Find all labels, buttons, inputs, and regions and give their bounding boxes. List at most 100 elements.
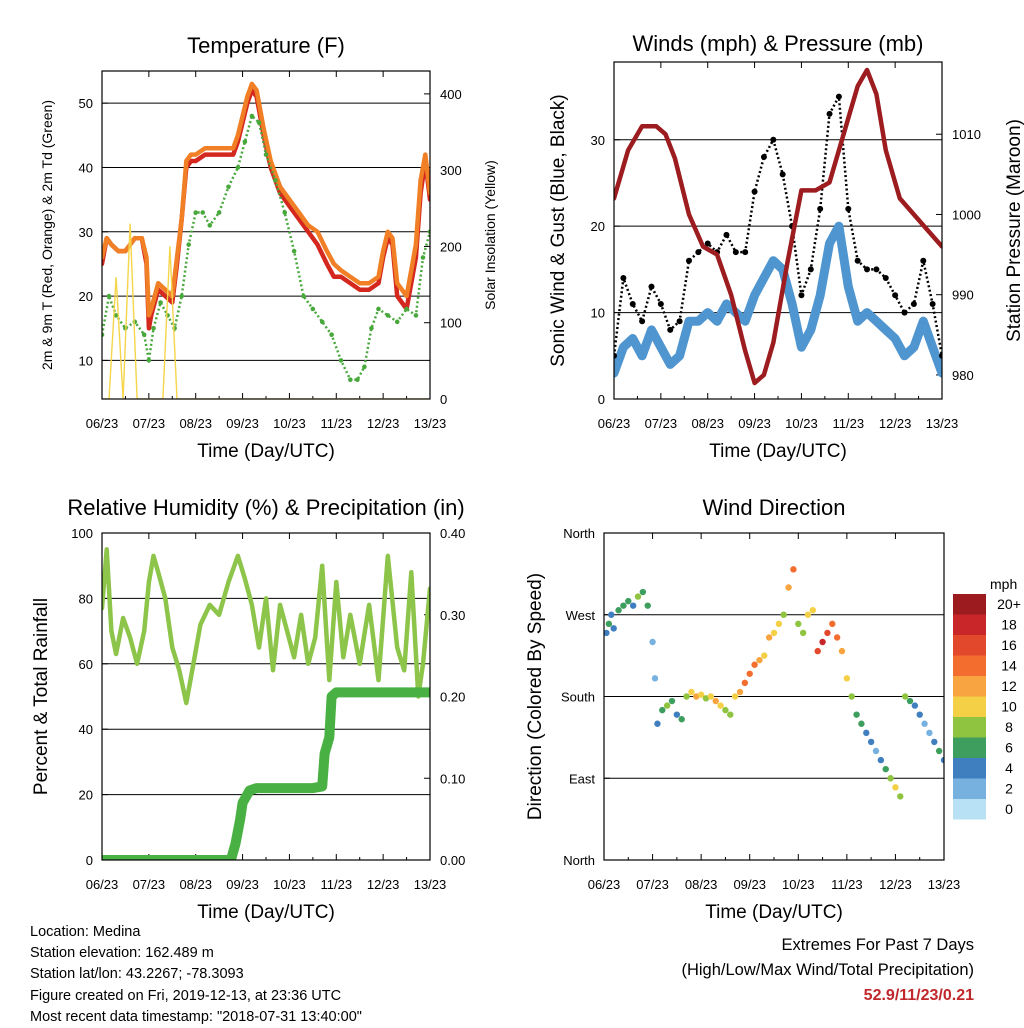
series-sonic-wind-point xyxy=(658,344,664,350)
series-2m-td-point xyxy=(404,306,409,312)
x-tick-label: 07/23 xyxy=(645,416,678,431)
location-text: Location: Medina xyxy=(30,924,141,940)
colorbar-label: 14 xyxy=(1001,658,1017,674)
series-gust-point xyxy=(845,205,852,212)
series-station-pressure xyxy=(614,67,942,386)
x-tick-label: 10/23 xyxy=(785,416,818,431)
y-tick-label: 40 xyxy=(79,160,93,175)
colorbar-label: 12 xyxy=(1001,678,1017,694)
y-tick-label: 20 xyxy=(591,219,605,234)
wind-point xyxy=(678,716,685,723)
series-gust-point xyxy=(676,318,683,325)
series-2m-td-point xyxy=(369,325,374,331)
x-tick-label: 12/23 xyxy=(879,416,912,431)
series-sonic-wind-point xyxy=(892,336,898,342)
series-2m-td-point xyxy=(256,120,262,125)
wind-point xyxy=(804,611,812,618)
series-sonic-wind-point xyxy=(648,327,654,333)
series-2m-td-point xyxy=(348,377,353,383)
series-sonic-wind-point xyxy=(817,292,823,298)
y-axis-label: Direction (Colored By Speed) xyxy=(525,573,546,820)
colorbar-label: 16 xyxy=(1001,637,1017,653)
series-gust-point xyxy=(798,292,805,299)
chart-title: Winds (mph) & Pressure (mb) xyxy=(633,31,924,56)
series-sonic-wind-point xyxy=(902,353,908,359)
y-tick-right-label: 1000 xyxy=(952,207,981,222)
wind-point xyxy=(838,647,846,655)
x-tick-label: 07/23 xyxy=(133,416,166,431)
series-2m-td-point xyxy=(310,306,316,312)
x-tick-label: 12/23 xyxy=(367,877,400,892)
y-tick-label: 0 xyxy=(598,392,605,407)
series-sonic-wind-point xyxy=(920,318,926,324)
wind-point xyxy=(688,688,695,696)
series-2m-td-point xyxy=(301,293,306,299)
wind-point xyxy=(673,711,681,718)
y-tick-label: 10 xyxy=(79,353,93,368)
wind-point xyxy=(770,629,778,637)
y-tick-right-label: 0.40 xyxy=(440,526,465,541)
x-tick-label: 09/23 xyxy=(738,416,771,431)
y-tick-right-label: 0 xyxy=(440,392,447,407)
wind-point xyxy=(926,729,933,737)
colorbar-swatch xyxy=(953,655,986,676)
y-tick-right-label: 0.00 xyxy=(440,853,465,868)
wind-point xyxy=(639,588,647,596)
y-axis-label: Percent & Total Rainfall xyxy=(31,598,52,795)
wind-point xyxy=(651,675,659,682)
series-gust-point xyxy=(882,275,889,282)
y-tick-label: 30 xyxy=(591,133,605,148)
x-tick-label: 12/23 xyxy=(367,416,400,431)
y-tick-label: North xyxy=(563,853,595,868)
wind-point xyxy=(882,765,889,773)
wind-point xyxy=(649,638,656,646)
wind-point xyxy=(824,629,831,637)
series-gust-point xyxy=(657,300,664,307)
series-sonic-wind-point xyxy=(845,284,851,290)
x-tick-label: 07/23 xyxy=(636,877,669,892)
series-gust-point xyxy=(901,309,908,316)
wind-point xyxy=(863,729,870,737)
extremes-value: 52.9/11/23/0.21 xyxy=(863,987,974,1004)
series-gust-point xyxy=(695,249,702,256)
y-tick-label: 50 xyxy=(79,96,93,111)
colorbar-swatch xyxy=(953,676,986,697)
series-2m-td-point xyxy=(235,165,241,170)
extremes-title: Extremes For Past 7 Days xyxy=(781,936,974,954)
series-gust-point xyxy=(751,188,758,195)
wind-point xyxy=(833,634,841,641)
x-tick-label: 10/23 xyxy=(782,877,815,892)
series-9m-t xyxy=(102,81,430,318)
wind-point xyxy=(625,597,632,605)
x-tick-label: 09/23 xyxy=(226,416,259,431)
extremes-box: Extremes For Past 7 Days (High/Low/Max W… xyxy=(681,933,974,1008)
x-tick-label: 09/23 xyxy=(733,877,766,892)
series-2m-t xyxy=(102,88,430,331)
x-tick-label: 09/23 xyxy=(226,877,259,892)
y-tick-right-label: 1010 xyxy=(952,127,981,142)
colorbar-label: 4 xyxy=(1005,760,1013,776)
series-gust-point xyxy=(620,275,627,282)
x-tick-label: 08/23 xyxy=(691,416,724,431)
y-axis-right-label: Station Pressure (Maroon) xyxy=(1004,119,1024,342)
plot-area xyxy=(604,566,944,800)
colorbar-swatch xyxy=(953,635,986,656)
y-tick-label: 30 xyxy=(79,225,93,240)
y-tick-label: 100 xyxy=(71,526,93,541)
series-sonic-wind-point xyxy=(723,301,729,307)
x-tick-label: 11/23 xyxy=(832,416,864,431)
colorbar-swatch xyxy=(953,696,986,717)
x-tick-label: 08/23 xyxy=(179,416,212,431)
wind-point xyxy=(683,693,690,700)
wind-point xyxy=(780,611,787,618)
y-tick-label: 80 xyxy=(79,591,93,606)
y-tick-label: South xyxy=(561,690,595,705)
wind-point xyxy=(615,607,622,614)
series-2m-td-point xyxy=(413,313,419,318)
y-tick-label: 10 xyxy=(591,306,605,321)
y-tick-right-label: 400 xyxy=(440,87,462,102)
plot-area xyxy=(102,81,430,399)
x-tick-label: 13/23 xyxy=(414,416,447,431)
colorbar-swatch xyxy=(953,614,986,635)
